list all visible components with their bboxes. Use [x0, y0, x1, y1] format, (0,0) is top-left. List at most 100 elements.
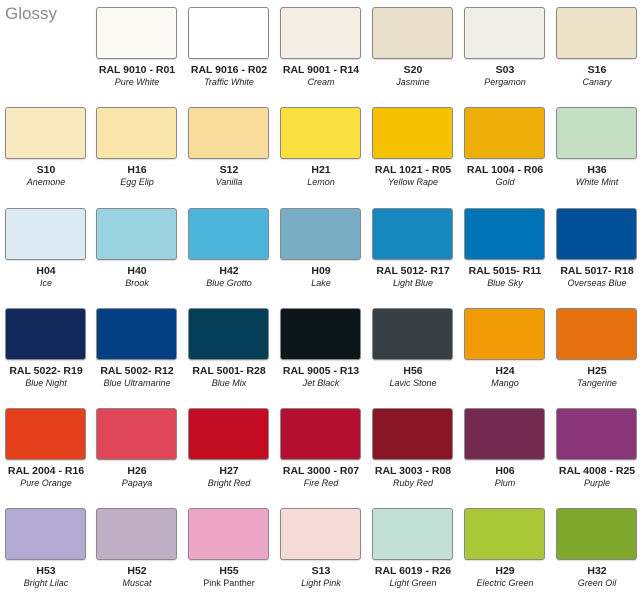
color-option[interactable]: H06 Plum — [464, 408, 546, 498]
color-swatch[interactable] — [372, 508, 453, 560]
color-swatch[interactable] — [556, 107, 637, 159]
color-option[interactable]: RAL 5022- R19 Blue Night — [5, 308, 87, 398]
color-option[interactable]: RAL 9005 - R13 Jet Black — [280, 308, 362, 398]
color-swatch[interactable] — [556, 208, 637, 260]
color-swatch[interactable] — [464, 7, 545, 59]
color-option[interactable]: H09 Lake — [280, 208, 362, 298]
color-option[interactable]: S03 Pergamon — [464, 7, 546, 97]
color-option[interactable]: S12 Vanilla — [188, 107, 270, 197]
color-option[interactable]: H56 Lavic Stone — [372, 308, 454, 398]
color-swatch[interactable] — [96, 408, 177, 460]
color-code: H27 — [219, 465, 239, 477]
color-swatch[interactable] — [372, 408, 453, 460]
color-swatch[interactable] — [96, 208, 177, 260]
color-swatch[interactable] — [372, 107, 453, 159]
color-option[interactable]: RAL 5001- R28 Blue Mix — [188, 308, 270, 398]
color-swatch[interactable] — [372, 308, 453, 360]
color-swatch[interactable] — [280, 308, 361, 360]
color-option[interactable]: RAL 2004 - R16 Pure Orange — [5, 408, 87, 498]
color-swatch[interactable] — [188, 408, 269, 460]
color-swatch[interactable] — [556, 508, 637, 560]
color-option[interactable]: H16 Egg Elip — [96, 107, 178, 197]
color-swatch[interactable] — [280, 208, 361, 260]
color-swatch[interactable] — [5, 508, 86, 560]
color-swatch[interactable] — [5, 408, 86, 460]
color-swatch[interactable] — [464, 508, 545, 560]
color-option[interactable]: RAL 1021 - R05 Yellow Rape — [372, 107, 454, 197]
color-option[interactable]: H27 Bright Red — [188, 408, 270, 498]
color-swatch[interactable] — [464, 107, 545, 159]
color-swatch[interactable] — [372, 208, 453, 260]
color-swatch[interactable] — [280, 508, 361, 560]
color-option[interactable]: RAL 9010 - R01 Pure White — [96, 7, 178, 97]
color-option[interactable]: RAL 4008 - R25 Purple — [556, 408, 638, 498]
color-option[interactable]: RAL 3000 - R07 Fire Red — [280, 408, 362, 498]
color-swatch[interactable] — [464, 308, 545, 360]
color-option[interactable]: H53 Bright Lilac — [5, 508, 87, 598]
color-option[interactable]: H04 Ice — [5, 208, 87, 298]
color-option[interactable]: H52 Muscat — [96, 508, 178, 598]
color-swatch[interactable] — [188, 7, 269, 59]
color-option[interactable]: H21 Lemon — [280, 107, 362, 197]
color-option[interactable]: H42 Blue Grotto — [188, 208, 270, 298]
color-name: Blue Mix — [211, 378, 247, 388]
color-swatch[interactable] — [556, 308, 637, 360]
color-option[interactable]: RAL 3003 - R08 Ruby Red — [372, 408, 454, 498]
color-option[interactable]: H26 Papaya — [96, 408, 178, 498]
color-swatch[interactable] — [556, 7, 637, 59]
color-code: H53 — [36, 565, 56, 577]
color-swatch[interactable] — [96, 7, 177, 59]
color-swatch[interactable] — [188, 308, 269, 360]
color-option[interactable]: H25 Tangerine — [556, 308, 638, 398]
color-option[interactable]: H29 Electric Green — [464, 508, 546, 598]
color-option[interactable]: RAL 6019 - R26 Light Green — [372, 508, 454, 598]
color-swatch[interactable] — [96, 508, 177, 560]
color-swatch[interactable] — [188, 508, 269, 560]
color-option[interactable]: RAL 5012- R17 Light Blue — [372, 208, 454, 298]
color-option[interactable]: H36 White Mint — [556, 107, 638, 197]
color-swatch[interactable] — [464, 408, 545, 460]
color-swatch[interactable] — [96, 107, 177, 159]
color-option[interactable]: H24 Mango — [464, 308, 546, 398]
color-name: Pure White — [114, 77, 160, 87]
color-option[interactable]: S20 Jasmine — [372, 7, 454, 97]
color-swatch[interactable] — [188, 208, 269, 260]
color-swatch[interactable] — [5, 107, 86, 159]
color-option[interactable]: RAL 5002- R12 Blue Ultramarine — [96, 308, 178, 398]
color-name: Vanilla — [215, 177, 243, 187]
color-option[interactable]: H40 Brook — [96, 208, 178, 298]
color-swatch[interactable] — [188, 107, 269, 159]
color-name: Fire Red — [303, 478, 339, 488]
color-code: RAL 1004 - R06 — [466, 164, 544, 176]
color-code: RAL 9001 - R14 — [282, 64, 360, 76]
color-option[interactable]: H32 Green Oil — [556, 508, 638, 598]
color-option[interactable]: S16 Canary — [556, 7, 638, 97]
color-swatch[interactable] — [96, 308, 177, 360]
color-code: RAL 5001- R28 — [192, 365, 266, 377]
color-option[interactable]: RAL 5015- R11 Blue Sky — [464, 208, 546, 298]
color-swatch[interactable] — [372, 7, 453, 59]
color-option[interactable]: RAL 5017- R18 Overseas Blue — [556, 208, 638, 298]
color-option[interactable]: RAL 1004 - R06 Gold — [464, 107, 546, 197]
color-name: Blue Night — [25, 378, 67, 388]
color-option[interactable]: RAL 9016 - R02 Traffic White — [188, 7, 270, 97]
color-code: RAL 9005 - R13 — [282, 365, 360, 377]
color-swatch[interactable] — [280, 408, 361, 460]
color-option[interactable]: RAL 9001 - R14 Cream — [280, 7, 362, 97]
color-swatch[interactable] — [5, 308, 86, 360]
color-code: H24 — [495, 365, 515, 377]
color-name: Papaya — [121, 478, 153, 488]
color-swatch[interactable] — [464, 208, 545, 260]
color-swatch[interactable] — [280, 107, 361, 159]
color-swatch[interactable] — [5, 208, 86, 260]
color-option[interactable]: H55 Pink Panther — [188, 508, 270, 598]
color-swatch[interactable] — [556, 408, 637, 460]
color-code: RAL 2004 - R16 — [7, 465, 85, 477]
color-code: S16 — [587, 64, 607, 76]
color-option[interactable]: S10 Anemone — [5, 107, 87, 197]
color-option[interactable]: S13 Light Pink — [280, 508, 362, 598]
color-code: H16 — [127, 164, 147, 176]
color-swatch[interactable] — [280, 7, 361, 59]
color-code: RAL 3003 - R08 — [374, 465, 452, 477]
color-code: S03 — [495, 64, 515, 76]
